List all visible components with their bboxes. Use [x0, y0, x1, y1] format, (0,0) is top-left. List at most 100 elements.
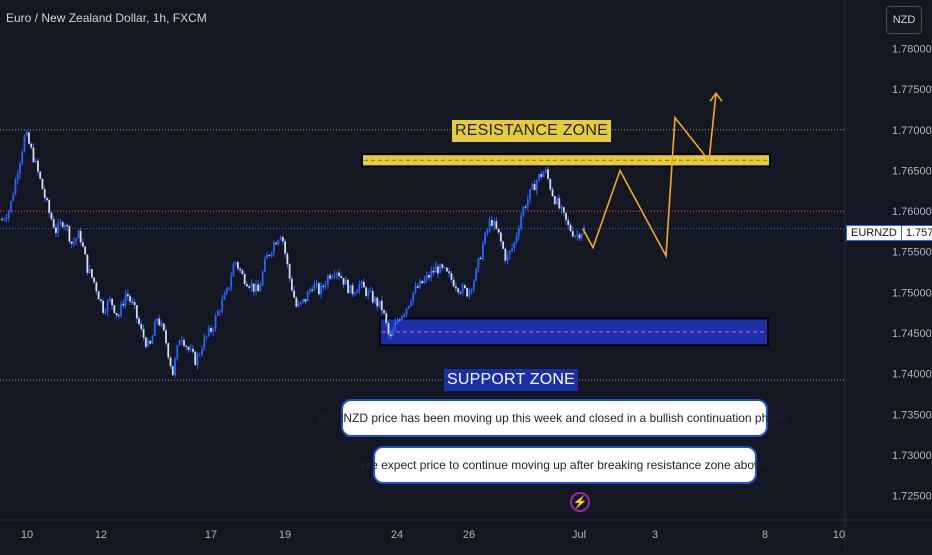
candle-body: [378, 300, 381, 307]
candle: [394, 317, 397, 331]
y-tick-label: 1.76000: [892, 206, 932, 218]
candle: [234, 261, 237, 267]
candle-body: [66, 225, 69, 227]
candle-body: [434, 266, 437, 273]
candle-body: [308, 289, 311, 292]
candle-body: [221, 299, 224, 312]
candle: [248, 284, 251, 290]
candle-body: [481, 243, 484, 259]
candle-body: [315, 283, 318, 285]
candle: [535, 178, 538, 195]
candle: [279, 235, 282, 241]
candle-body: [272, 242, 275, 253]
candle-body: [360, 281, 363, 284]
candle: [246, 281, 248, 287]
candle: [472, 278, 475, 293]
candle-body: [61, 222, 64, 227]
candle: [46, 196, 48, 203]
candle: [171, 366, 174, 376]
candle: [549, 177, 552, 192]
candle: [488, 216, 491, 234]
candle-body: [210, 328, 212, 332]
candle: [250, 278, 253, 293]
candle: [562, 206, 565, 217]
candle: [117, 313, 120, 319]
candle: [455, 282, 457, 292]
candle-body: [167, 343, 170, 358]
candle-body: [246, 284, 248, 287]
candle: [499, 230, 502, 246]
candle: [88, 264, 91, 274]
candle: [160, 320, 163, 328]
candle: [506, 251, 509, 265]
candle-body: [324, 284, 327, 287]
candle-body: [320, 285, 322, 295]
candle: [187, 345, 190, 353]
candle: [34, 158, 37, 164]
candle-body: [93, 277, 96, 283]
candle: [95, 280, 98, 296]
candle: [416, 283, 419, 289]
candle: [239, 267, 242, 274]
candle-body: [111, 298, 114, 306]
candle: [389, 330, 392, 340]
candle-body: [234, 262, 237, 265]
candle: [556, 195, 558, 205]
candle-body: [165, 330, 167, 344]
candle-body: [338, 272, 340, 277]
candle: [513, 241, 516, 252]
candle: [335, 271, 338, 280]
candle: [540, 170, 543, 180]
candle-body: [437, 266, 439, 274]
zones: [361, 153, 771, 347]
projection-arrowhead: [709, 91, 723, 102]
candle: [484, 231, 487, 245]
candle: [194, 350, 197, 366]
candle-body: [342, 278, 345, 285]
candle-body: [117, 315, 120, 317]
candle-body: [32, 147, 35, 163]
candle-body: [421, 280, 424, 284]
price-candles: [1, 130, 585, 378]
candle: [437, 263, 439, 279]
candle: [37, 158, 39, 176]
candle-body: [169, 357, 172, 367]
candle-body: [28, 132, 30, 144]
candle: [261, 269, 264, 287]
candle: [102, 298, 105, 315]
candle: [560, 204, 563, 214]
candle-body: [502, 241, 505, 249]
candle: [21, 149, 24, 166]
candle: [490, 216, 493, 228]
currency-button[interactable]: NZD: [886, 6, 922, 34]
candle-body: [95, 282, 98, 292]
candle-body: [203, 337, 206, 350]
candle: [495, 216, 498, 230]
candle-body: [147, 340, 149, 347]
candle-body: [531, 183, 534, 190]
y-tick-label: 1.72500: [892, 491, 932, 503]
candle: [153, 319, 156, 337]
candle: [533, 180, 536, 191]
candle-body: [266, 255, 269, 259]
candle: [232, 261, 235, 277]
candle: [223, 291, 226, 301]
candle: [441, 263, 444, 272]
candle-body: [237, 262, 239, 269]
lightning-bolt-icon[interactable]: ⚡: [570, 492, 590, 512]
candle-body: [268, 255, 271, 257]
candle-body: [25, 132, 28, 136]
resistance-zone-box: [361, 153, 771, 168]
candle: [133, 298, 136, 310]
candle: [324, 280, 327, 290]
candle-body: [97, 291, 100, 300]
candle: [79, 227, 82, 246]
candle: [252, 283, 255, 296]
candle-body: [299, 301, 302, 304]
candle: [410, 298, 412, 308]
candle: [201, 345, 203, 358]
candle-body: [553, 196, 556, 205]
candle: [396, 317, 399, 325]
candle-body: [515, 235, 518, 243]
